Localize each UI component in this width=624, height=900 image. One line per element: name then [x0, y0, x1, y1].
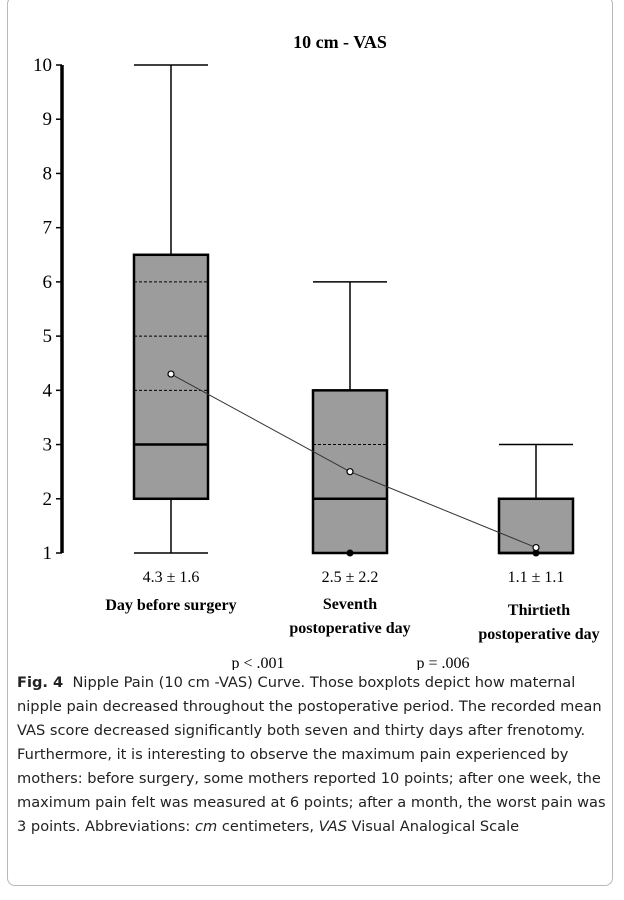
abbrev-meaning: Visual Analogical Scale: [351, 818, 520, 835]
p-value: p < .001: [231, 655, 284, 670]
y-tick-label: 5: [43, 326, 53, 347]
y-tick-label: 9: [43, 109, 53, 130]
abbrev-heading: Abbreviations:: [85, 818, 191, 835]
mean-label: 1.1 ± 1.1: [508, 569, 565, 586]
min-point: [532, 549, 540, 557]
x-category-label: postoperative day: [289, 620, 410, 637]
caption: Fig. 4 Nipple Pain (10 cm -VAS) Curve. T…: [17, 671, 613, 839]
y-tick-label: 7: [43, 218, 53, 239]
chart-title: 10 cm - VAS: [293, 32, 387, 52]
mean-point: [167, 370, 175, 378]
x-category-label: Thirtieth: [508, 602, 570, 619]
x-category-label: Seventh: [323, 596, 377, 613]
y-tick-label: 10: [33, 55, 52, 76]
y-tick-label: 4: [43, 380, 53, 401]
y-tick-label: 6: [43, 272, 53, 293]
y-tick-label: 8: [43, 163, 53, 184]
mean-point: [346, 468, 354, 476]
y-tick-label: 3: [43, 435, 53, 456]
chart: 10 cm - VAS 1 2 3 4 5 6 7 8 9 10 4.3 ± 1.6 Day befo…: [33, 32, 600, 670]
x-category-label: Day before surgery: [105, 597, 236, 614]
p-value: p = .006: [416, 655, 469, 670]
abbrev-meaning: centimeters: [221, 818, 310, 835]
min-point: [346, 549, 354, 557]
mean-label: 4.3 ± 1.6: [143, 569, 200, 586]
abbrev-term: cm: [194, 818, 218, 835]
abbrev-term: VAS: [318, 818, 347, 835]
caption-text: Nipple Pain (10 cm -VAS) Curve. Those bo…: [17, 674, 606, 835]
caption-label: Fig. 4: [17, 674, 64, 691]
mean-point: [532, 543, 540, 552]
y-tick-label: 2: [43, 489, 53, 510]
abbreviations: cm centimeters, VAS Visual Analogical Sc…: [194, 818, 520, 835]
x-category-label: postoperative day: [478, 626, 599, 643]
y-tick-label: 1: [43, 543, 53, 564]
mean-label: 2.5 ± 2.2: [322, 569, 379, 586]
figure-frame: [7, 0, 613, 886]
